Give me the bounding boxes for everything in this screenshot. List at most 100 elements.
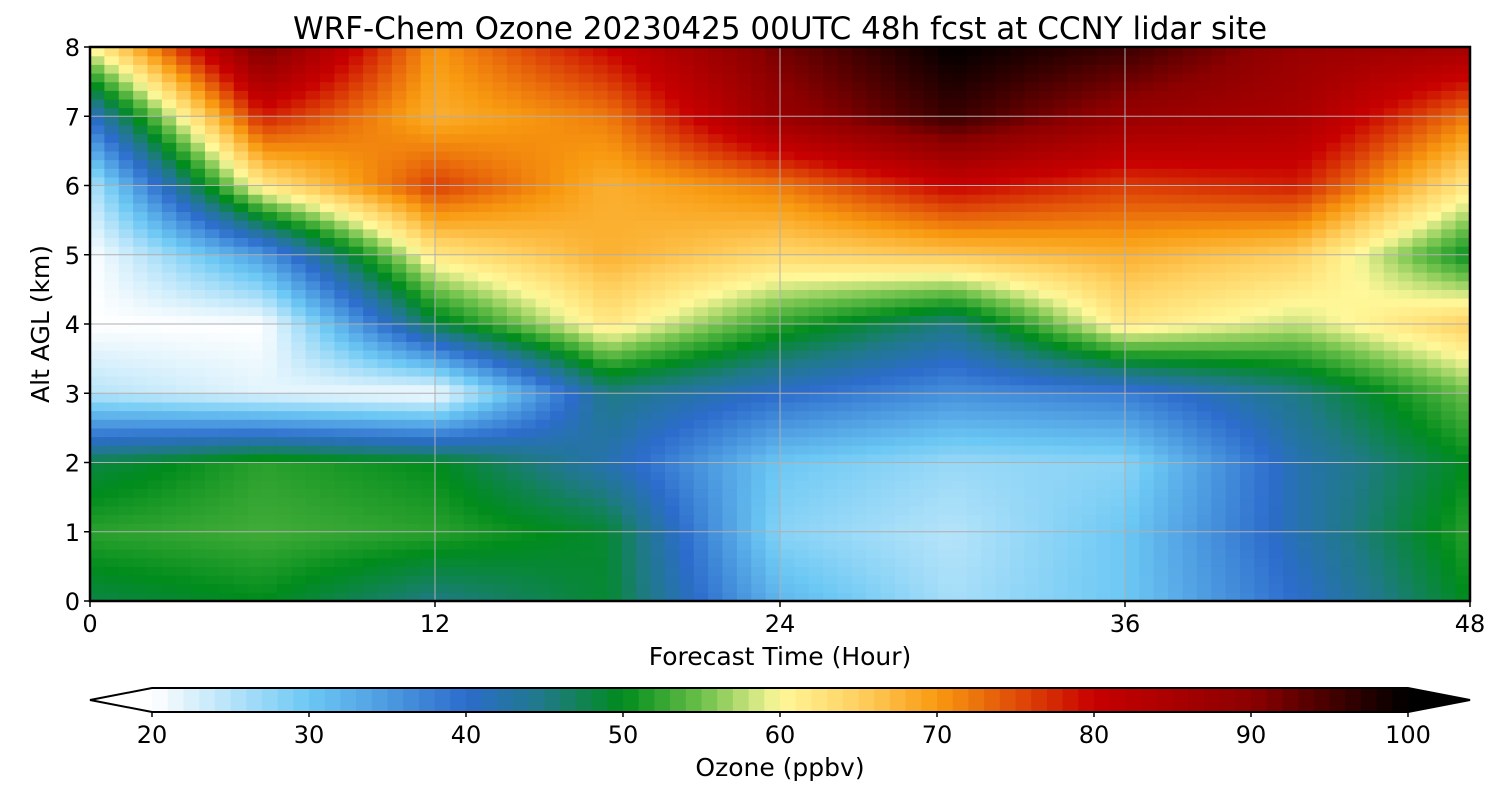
heatmap-cell: [880, 202, 896, 213]
heatmap-cell: [808, 332, 824, 342]
heatmap-cell: [823, 72, 839, 83]
heatmap-cell: [923, 410, 939, 420]
heatmap-cell: [391, 185, 407, 195]
heatmap-cell: [966, 47, 982, 57]
heatmap-cell: [161, 583, 177, 593]
heatmap-cell: [478, 237, 494, 247]
heatmap-cell: [1024, 523, 1040, 533]
heatmap-cell: [104, 55, 120, 65]
heatmap-cell: [406, 298, 422, 308]
heatmap-cell: [851, 298, 867, 308]
heatmap-cell: [550, 298, 565, 308]
heatmap-cell: [90, 479, 105, 490]
heatmap-cell: [1182, 107, 1198, 117]
heatmap-cell: [492, 168, 508, 178]
heatmap-cell: [1110, 375, 1126, 386]
heatmap-cell: [665, 557, 680, 567]
heatmap-cell: [377, 488, 393, 498]
heatmap-cell: [722, 124, 738, 135]
heatmap-cell: [938, 124, 954, 135]
heatmap-cell: [693, 566, 709, 576]
heatmap-cell: [550, 272, 565, 282]
heatmap-cell: [564, 47, 580, 57]
heatmap-cell: [291, 592, 307, 601]
heatmap-cell: [679, 220, 695, 230]
heatmap-cell: [981, 185, 997, 195]
heatmap-cell: [1125, 523, 1140, 533]
heatmap-cell: [650, 306, 666, 316]
heatmap-cell: [1024, 549, 1040, 559]
heatmap-cell: [190, 436, 206, 446]
heatmap-cell: [938, 497, 954, 507]
heatmap-cell: [1196, 427, 1212, 438]
heatmap-cell: [866, 263, 882, 273]
heatmap-cell: [550, 246, 565, 256]
heatmap-cell: [650, 298, 666, 308]
heatmap-cell: [190, 116, 206, 126]
heatmap-cell: [118, 540, 134, 550]
heatmap-cell: [104, 168, 120, 178]
heatmap-cell: [578, 272, 594, 282]
heatmap-cell: [521, 211, 537, 221]
heatmap-cell: [1067, 72, 1083, 83]
heatmap-cell: [219, 324, 235, 334]
heatmap-cell: [449, 514, 465, 524]
heatmap-cell: [118, 566, 134, 576]
heatmap-cell: [377, 124, 393, 135]
heatmap-cell: [90, 64, 105, 74]
heatmap-cell: [334, 98, 350, 109]
heatmap-cell: [161, 401, 177, 412]
heatmap-cell: [506, 583, 522, 593]
heatmap-cell: [406, 315, 422, 325]
heatmap-cell: [535, 280, 551, 290]
heatmap-cell: [161, 211, 177, 221]
heatmap-cell: [607, 185, 623, 195]
heatmap-cell: [564, 237, 580, 247]
heatmap-cell: [205, 168, 220, 178]
heatmap-cell: [348, 90, 364, 100]
heatmap-cell: [1081, 298, 1097, 308]
heatmap-cell: [233, 220, 249, 230]
heatmap-cell: [1153, 540, 1169, 550]
heatmap-cell: [1125, 358, 1140, 368]
heatmap-cell: [219, 393, 235, 403]
heatmap-cell: [348, 159, 364, 169]
heatmap-cell: [161, 566, 177, 576]
heatmap-cell: [1196, 488, 1212, 498]
heatmap-cell: [593, 306, 609, 316]
heatmap-cell: [147, 505, 163, 516]
heatmap-cell: [1096, 324, 1112, 334]
heatmap-cell: [550, 462, 565, 472]
heatmap-cell: [334, 263, 350, 273]
heatmap-cell: [693, 401, 709, 412]
heatmap-cell: [550, 384, 565, 394]
heatmap-cell: [593, 549, 609, 559]
heatmap-cell: [334, 575, 350, 585]
heatmap-cell: [880, 220, 896, 230]
heatmap-cell: [291, 471, 307, 481]
heatmap-cell: [895, 445, 910, 455]
heatmap-cell: [478, 90, 494, 100]
heatmap-cell: [320, 272, 335, 282]
heatmap-cell: [679, 367, 695, 377]
heatmap-cell: [578, 566, 594, 576]
heatmap-cell: [104, 107, 120, 117]
heatmap-cell: [406, 133, 422, 143]
heatmap-cell: [808, 298, 824, 308]
heatmap-cell: [564, 298, 580, 308]
heatmap-cell: [780, 263, 795, 273]
heatmap-cell: [133, 488, 149, 498]
heatmap-cell: [837, 419, 853, 429]
heatmap-cell: [1110, 90, 1126, 100]
heatmap-cell: [665, 228, 680, 239]
heatmap-cell: [851, 358, 867, 368]
heatmap-cell: [406, 436, 422, 446]
heatmap-cell: [1010, 220, 1025, 230]
heatmap-cell: [636, 150, 652, 161]
heatmap-cell: [492, 375, 508, 386]
heatmap-cell: [851, 384, 867, 394]
heatmap-cell: [751, 107, 767, 117]
heatmap-cell: [262, 72, 278, 83]
heatmap-cell: [909, 471, 925, 481]
heatmap-cell: [909, 272, 925, 282]
